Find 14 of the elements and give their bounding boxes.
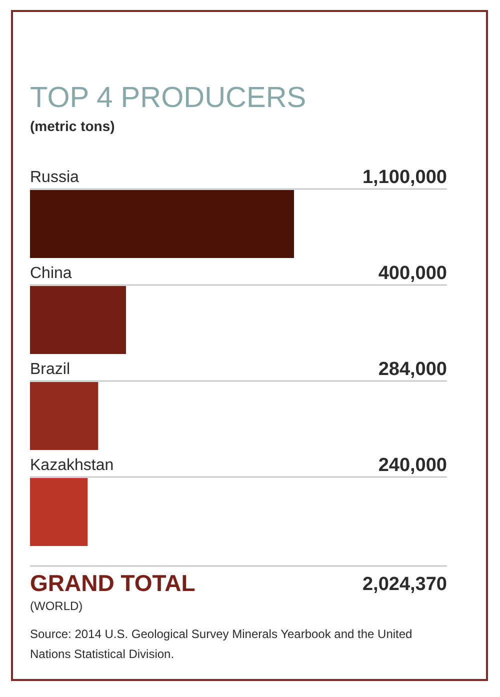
chart-title: TOP 4 PRODUCERS bbox=[30, 82, 306, 114]
chart-subtitle: (metric tons) bbox=[30, 118, 115, 134]
y-tick-label: Kazakhstan bbox=[30, 457, 114, 474]
y-tick-label: Russia bbox=[30, 169, 80, 186]
y-tick-label: China bbox=[30, 265, 72, 282]
text: 2,024,370 bbox=[362, 574, 447, 595]
data-label: 284,000 bbox=[378, 359, 447, 380]
source-note: Source: 2014 U.S. Geological Survey Minerals Yearbook and the United Nations Statistical Division. bbox=[30, 627, 412, 661]
data-label: 1,100,000 bbox=[362, 167, 447, 188]
data-label: 400,000 bbox=[378, 263, 447, 284]
text: GRAND TOTAL bbox=[30, 570, 196, 596]
text: (WORLD) bbox=[30, 599, 83, 613]
data-label: 240,000 bbox=[378, 455, 447, 476]
y-tick-label: Brazil bbox=[30, 361, 70, 378]
